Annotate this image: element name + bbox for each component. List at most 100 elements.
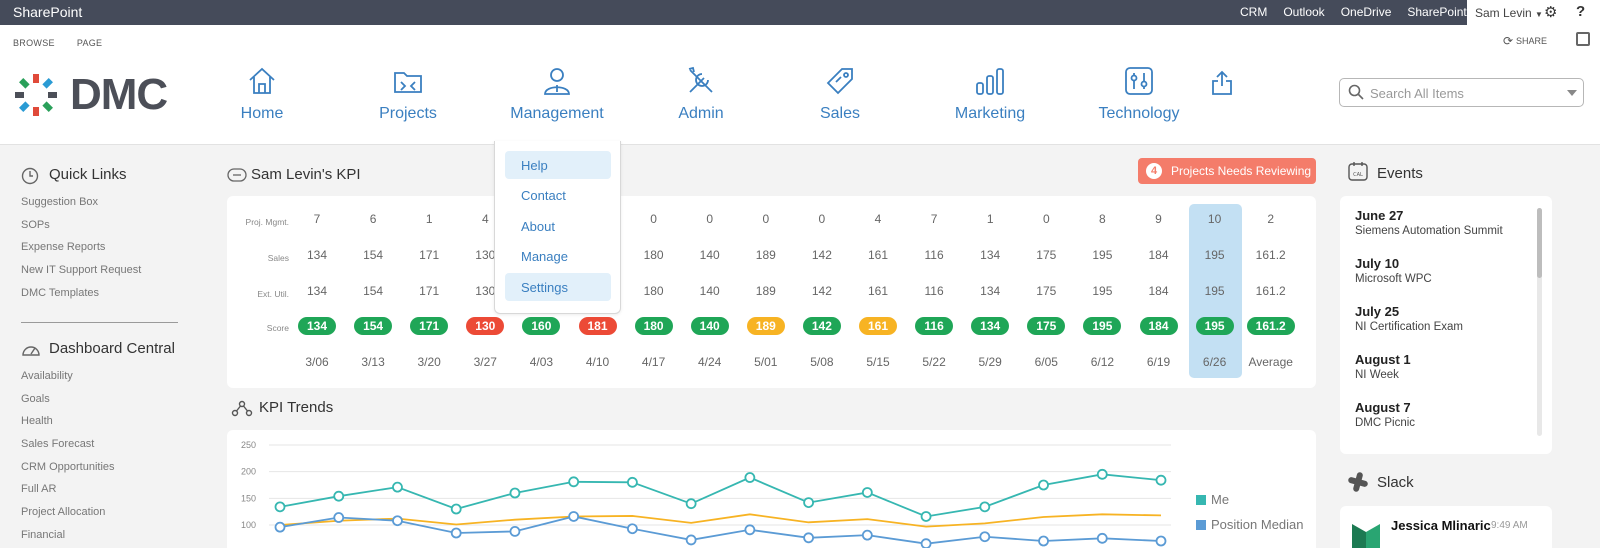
dashboard-link-item[interactable]: Project Allocation: [21, 506, 106, 519]
data-point-0[interactable]: [979, 501, 991, 513]
score-badge[interactable]: 140: [690, 317, 729, 335]
data-point-2[interactable]: [803, 532, 814, 544]
score-badge[interactable]: 189: [746, 317, 785, 335]
dashboard-link-item[interactable]: Financial: [21, 528, 66, 541]
nav-management[interactable]: Management: [507, 65, 607, 135]
data-point-0[interactable]: [861, 487, 873, 498]
share-button[interactable]: SHARE: [1516, 36, 1548, 46]
data-point-2[interactable]: [920, 538, 932, 548]
score-badge[interactable]: 154: [354, 317, 393, 335]
data-point-2[interactable]: [979, 531, 991, 543]
dashboard-link-item[interactable]: CRM Opportunities: [21, 460, 115, 473]
score-badge[interactable]: 142: [802, 317, 841, 335]
quick-link-item[interactable]: SOPs: [21, 218, 50, 231]
data-point-2[interactable]: [333, 512, 345, 523]
score-badge[interactable]: 175: [1027, 317, 1066, 335]
menu-item-settings[interactable]: Settings: [505, 273, 611, 301]
focus-mode-icon[interactable]: [1576, 32, 1590, 46]
score-badge[interactable]: 134: [298, 317, 336, 335]
data-point-0[interactable]: [626, 476, 638, 488]
event-item[interactable]: June 27 Siemens Automation Summit: [1355, 208, 1540, 237]
score-badge[interactable]: 116: [915, 317, 954, 335]
data-point-0[interactable]: [509, 487, 521, 499]
score-badge[interactable]: 195: [1083, 317, 1122, 335]
nav-home[interactable]: Home: [222, 65, 302, 135]
gear-icon[interactable]: ⚙: [1544, 4, 1558, 21]
data-point-2[interactable]: [392, 515, 403, 527]
help-icon[interactable]: ?: [1576, 3, 1586, 20]
data-point-2[interactable]: [744, 524, 756, 536]
events-scrollbar[interactable]: [1537, 208, 1542, 436]
data-point-0[interactable]: [450, 503, 462, 515]
projects-review-badge[interactable]: 4 Projects Needs Reviewing: [1138, 158, 1316, 184]
suite-link-outlook[interactable]: Outlook: [1283, 5, 1325, 19]
nav-marketing[interactable]: Marketing: [950, 65, 1030, 135]
quick-link-item[interactable]: New IT Support Request: [21, 264, 142, 277]
data-point-2[interactable]: [861, 529, 873, 541]
quick-link-item[interactable]: Expense Reports: [21, 241, 106, 254]
data-point-2[interactable]: [1038, 535, 1049, 547]
tab-page[interactable]: PAGE: [76, 38, 103, 48]
data-point-2[interactable]: [626, 523, 638, 535]
data-point-2[interactable]: [1096, 532, 1108, 544]
data-point-0[interactable]: [274, 501, 286, 513]
data-point-0[interactable]: [744, 472, 756, 483]
score-badge[interactable]: 171: [410, 317, 449, 335]
data-point-0[interactable]: [392, 481, 403, 493]
score-badge[interactable]: 180: [634, 317, 673, 335]
suite-link-onedrive[interactable]: OneDrive: [1340, 5, 1392, 19]
data-point-0[interactable]: [1155, 474, 1167, 486]
suite-link-sharepoint[interactable]: SharePoint: [1407, 5, 1467, 19]
score-badge[interactable]: 184: [1139, 317, 1178, 335]
nav-sales[interactable]: Sales: [800, 65, 880, 135]
data-point-0[interactable]: [333, 490, 345, 502]
data-point-2[interactable]: [568, 511, 580, 522]
share-icon[interactable]: ⟳: [1503, 34, 1514, 48]
data-point-0[interactable]: [568, 476, 580, 488]
menu-item-manage[interactable]: Manage: [521, 249, 568, 264]
data-point-0[interactable]: [1038, 479, 1049, 491]
nav-projects[interactable]: Projects: [368, 65, 448, 135]
slack-sender-name[interactable]: Jessica Mlinaric: [1391, 518, 1491, 533]
data-point-2[interactable]: [450, 527, 462, 539]
score-badge[interactable]: 130: [466, 317, 505, 335]
suite-link-crm[interactable]: CRM: [1240, 5, 1268, 19]
data-point-2[interactable]: [1155, 535, 1167, 547]
dashboard-link-item[interactable]: Sales Forecast: [21, 438, 95, 451]
chevron-down-icon[interactable]: [1567, 90, 1577, 96]
event-item[interactable]: July 25 NI Certification Exam: [1355, 304, 1540, 333]
dashboard-link-item[interactable]: Goals: [21, 392, 50, 405]
score-badge[interactable]: 161: [859, 317, 897, 335]
dashboard-link-item[interactable]: Full AR: [21, 483, 57, 496]
score-badge[interactable]: 161.2: [1246, 317, 1295, 335]
dmc-logo[interactable]: DMC: [13, 70, 173, 120]
data-point-2[interactable]: [509, 526, 521, 537]
menu-item-contact[interactable]: Contact: [521, 188, 566, 203]
data-point-0[interactable]: [803, 497, 814, 508]
data-point-0[interactable]: [685, 498, 697, 510]
score-badge[interactable]: 134: [971, 317, 1010, 335]
scrollbar-thumb[interactable]: [1537, 208, 1542, 278]
dashboard-link-item[interactable]: Availability: [21, 370, 73, 382]
menu-item-about[interactable]: About: [521, 219, 555, 234]
search-input[interactable]: Search All Items: [1339, 78, 1584, 107]
score-badge[interactable]: 181: [578, 317, 617, 335]
data-point-2[interactable]: [685, 534, 697, 546]
event-item[interactable]: August 1 NI Week: [1355, 352, 1540, 381]
score-badge[interactable]: 195: [1195, 317, 1234, 335]
score-badge[interactable]: 160: [522, 317, 561, 335]
event-item[interactable]: August 7 DMC Picnic: [1355, 400, 1540, 429]
menu-item-help[interactable]: Help: [505, 151, 611, 179]
data-point-2[interactable]: [274, 521, 286, 533]
quick-link-item[interactable]: Suggestion Box: [21, 196, 99, 208]
tab-browse[interactable]: BROWSE: [13, 38, 55, 48]
nav-technology[interactable]: Technology: [1094, 65, 1184, 135]
event-item[interactable]: July 10 Microsoft WPC: [1355, 256, 1540, 285]
data-point-0[interactable]: [1096, 468, 1108, 480]
user-menu[interactable]: Sam Levin ▼: [1467, 0, 1567, 25]
suite-brand[interactable]: SharePoint: [13, 4, 83, 20]
quick-link-item[interactable]: DMC Templates: [21, 286, 100, 299]
dashboard-link-item[interactable]: Health: [21, 415, 53, 428]
nav-share[interactable]: [1208, 65, 1236, 135]
data-point-0[interactable]: [920, 511, 932, 522]
